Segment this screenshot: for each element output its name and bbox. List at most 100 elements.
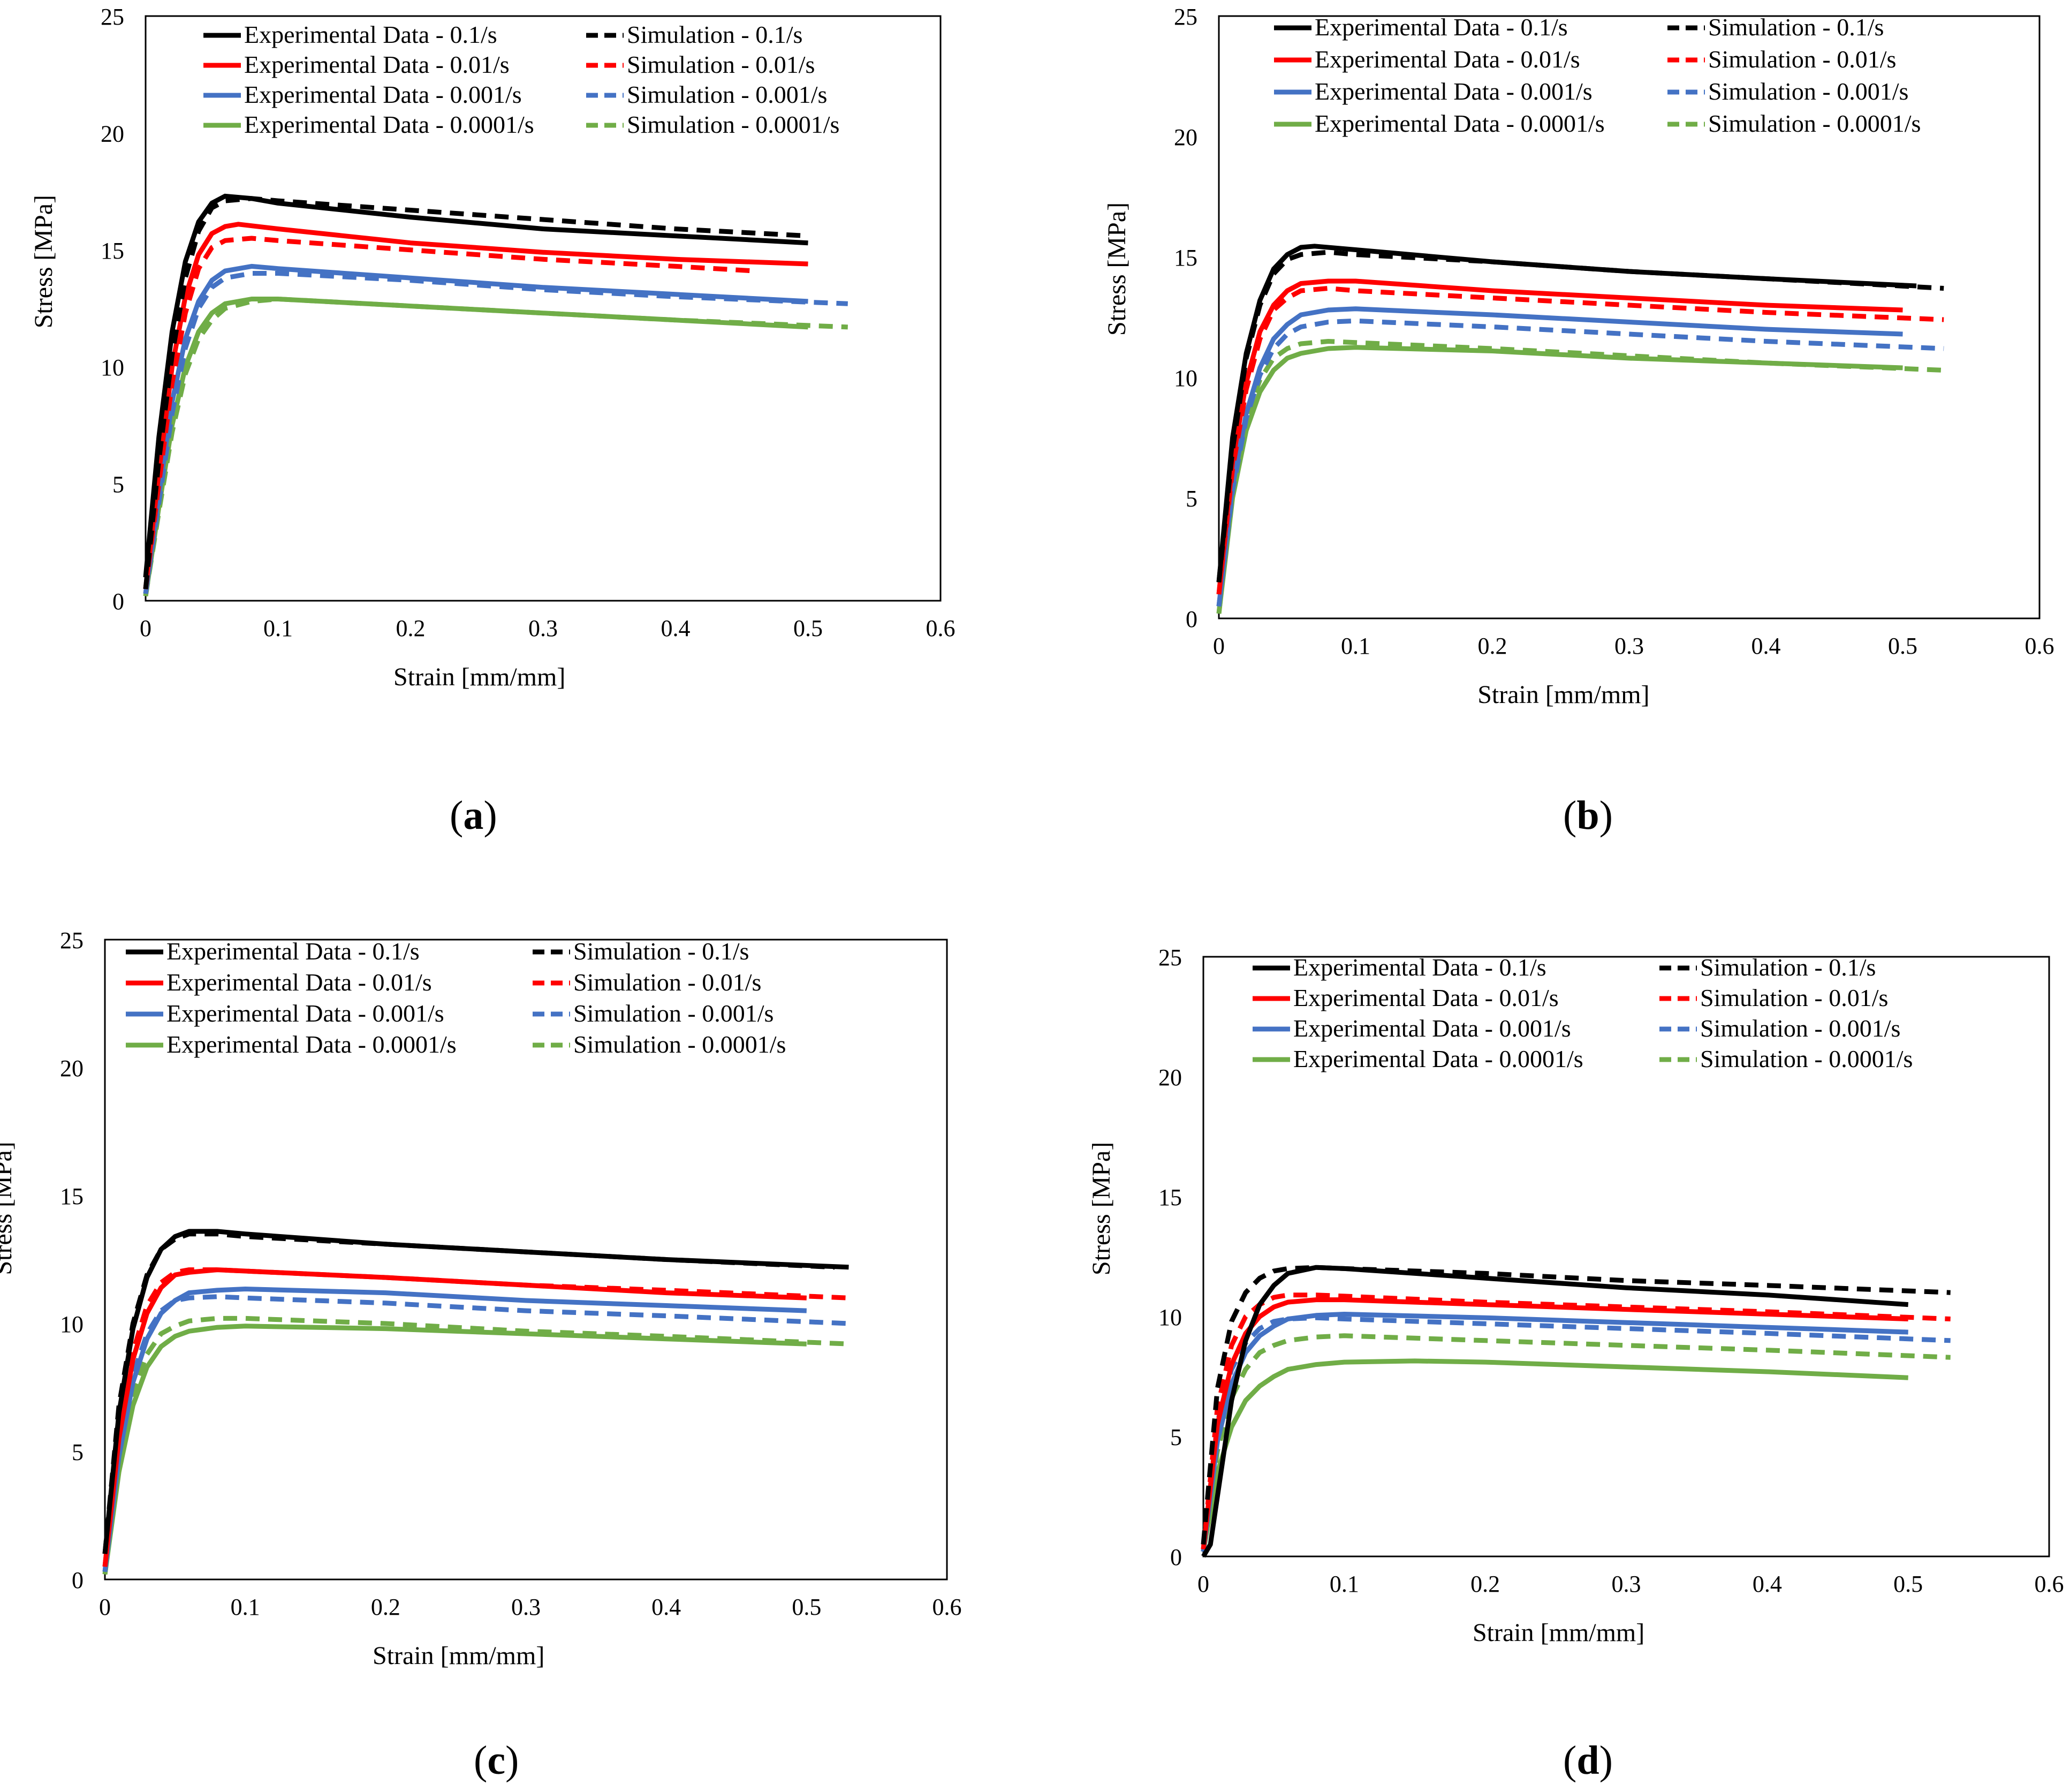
y-tick-label: 25 (101, 4, 124, 30)
legend-label: Experimental Data - 0.01/s (1293, 984, 1559, 1011)
legend-label: Simulation - 0.01/s (1708, 46, 1896, 73)
series-line-red-simulation (1216, 286, 1944, 595)
series-line-green-experimental (102, 1324, 807, 1575)
legend-label: Simulation - 0.001/s (627, 81, 827, 108)
y-tick-label: 20 (101, 120, 124, 147)
x-tick-label: 0 (1197, 1571, 1209, 1597)
y-tick-label: 15 (1174, 245, 1197, 271)
legend-label: Experimental Data - 0.001/s (1315, 78, 1593, 105)
series-line-black-experimental (143, 193, 808, 578)
plot-area-c (104, 939, 948, 1581)
series-line-green-simulation (1201, 1333, 1951, 1552)
y-tick-label: 25 (1158, 944, 1182, 971)
y-tick-label: 15 (101, 238, 124, 264)
legend-label: Experimental Data - 0.001/s (244, 81, 522, 108)
x-tick-label: 0.5 (792, 1594, 821, 1620)
x-tick-label: 0.3 (528, 615, 558, 641)
x-tick-label: 0.6 (926, 615, 956, 641)
series-line-black-simulation (143, 196, 808, 589)
legend-label: Simulation - 0.1/s (627, 21, 802, 48)
series-line-green-experimental (1216, 345, 1903, 614)
chart-c: 0 5 10 15 20 25 0 0.1 0.2 0.3 0.4 0.5 0.6 Strain [mm/… (0, 927, 962, 1670)
series-line-green-simulation (1216, 339, 1944, 614)
series-line-blue-simulation (102, 1294, 849, 1572)
series-line-black-experimental (1216, 244, 1917, 583)
legend-label: Experimental Data - 0.001/s (166, 1000, 444, 1027)
chart-b: 0 5 10 15 20 25 0 0.1 0.2 0.3 0.4 0.5 0.6 Strain [mm/… (1103, 4, 2054, 709)
series-line-red-simulation (1201, 1292, 1951, 1550)
series-line-black-simulation (1216, 249, 1944, 583)
x-tick-label: 0.2 (371, 1594, 400, 1620)
legend-label: Simulation - 0.0001/s (1700, 1045, 1913, 1072)
x-tick-label: 0.5 (1893, 1571, 1923, 1597)
legend-label: Experimental Data - 0.01/s (166, 969, 432, 996)
legend-label: Simulation - 0.0001/s (627, 111, 839, 138)
series-line-red-simulation (143, 236, 755, 589)
legend-label: Simulation - 0.01/s (1700, 984, 1888, 1011)
x-tick-label: 0 (99, 1594, 111, 1620)
plot-area-b (1218, 15, 2041, 619)
x-tick-label: 0.2 (1478, 633, 1507, 659)
y-tick-label: 10 (101, 354, 124, 381)
y-tick-label: 15 (1158, 1184, 1182, 1211)
series-line-red-experimental (102, 1267, 807, 1567)
y-tick-label: 0 (1170, 1544, 1182, 1570)
series-line-blue-experimental (143, 263, 808, 594)
panel-caption-b: (b) (1563, 793, 1613, 838)
y-tick-label: 5 (1170, 1424, 1182, 1450)
x-tick-label: 0.4 (661, 615, 691, 641)
series-line-red-experimental (1201, 1297, 1908, 1550)
legend-label: Experimental Data - 0.0001/s (1315, 110, 1605, 137)
series-line-green-experimental (143, 297, 808, 596)
series-line-red-experimental (143, 222, 808, 589)
y-axis-label: Stress [MPa] (1087, 1142, 1116, 1275)
legend-label: Simulation - 0.01/s (627, 51, 815, 78)
x-tick-label: 0.3 (1614, 633, 1644, 659)
y-tick-label: 15 (60, 1183, 84, 1209)
legend-label: Experimental Data - 0.0001/s (166, 1031, 457, 1058)
x-tick-label: 0 (140, 615, 151, 641)
y-tick-label: 10 (1174, 365, 1197, 391)
y-tick-label: 25 (60, 927, 84, 954)
y-tick-label: 0 (72, 1567, 84, 1593)
x-tick-label: 0.1 (263, 615, 293, 641)
x-tick-label: 0.1 (231, 1594, 260, 1620)
x-tick-label: 0 (1213, 633, 1225, 659)
series-line-green-simulation (143, 297, 848, 597)
plot-area-d (1202, 956, 2050, 1557)
legend-label: Experimental Data - 0.01/s (1315, 46, 1580, 73)
x-tick-label: 0.4 (1751, 633, 1781, 659)
legend-label: Experimental Data - 0.1/s (1315, 13, 1568, 41)
y-tick-label: 20 (1158, 1064, 1182, 1091)
y-tick-label: 20 (60, 1055, 84, 1082)
y-tick-label: 5 (72, 1439, 84, 1465)
legend-label: Simulation - 0.001/s (1700, 1015, 1900, 1042)
series-line-blue-experimental (1216, 306, 1903, 607)
legend-label: Simulation - 0.0001/s (1708, 110, 1921, 137)
legend-label: Simulation - 0.1/s (1708, 13, 1884, 41)
x-tick-label: 0.3 (1612, 1571, 1641, 1597)
legend-label: Simulation - 0.1/s (573, 937, 749, 965)
y-tick-label: 0 (1186, 606, 1197, 632)
y-tick-label: 0 (112, 588, 124, 615)
series-line-red-simulation (102, 1267, 849, 1567)
series-line-green-experimental (1201, 1358, 1908, 1552)
x-tick-label: 0.5 (1888, 633, 1917, 659)
y-tick-label: 5 (112, 472, 124, 498)
series-line-green-simulation (102, 1315, 849, 1575)
legend-label: Simulation - 0.01/s (573, 969, 761, 996)
y-tick-label: 5 (1186, 486, 1197, 512)
legend-label: Experimental Data - 0.01/s (244, 51, 510, 78)
x-tick-label: 0.2 (1470, 1571, 1500, 1597)
y-tick-label: 20 (1174, 124, 1197, 150)
series-line-black-simulation (1201, 1265, 1951, 1545)
x-axis-label: Strain [mm/mm] (393, 663, 565, 691)
chart-d: 0 5 10 15 20 25 0 0.1 0.2 0.3 0.4 0.5 0.6 Strain [mm/… (1087, 944, 2064, 1647)
legend-label: Experimental Data - 0.0001/s (244, 111, 534, 138)
x-axis-label: Strain [mm/mm] (1477, 680, 1649, 709)
x-tick-label: 0.3 (511, 1594, 541, 1620)
legend-label: Experimental Data - 0.1/s (244, 21, 497, 48)
x-tick-label: 0.4 (651, 1594, 681, 1620)
chart-a: 0 5 10 15 20 25 0 0.1 0.2 0.3 0.4 0.5 0.6 Strain [mm/… (29, 4, 956, 691)
y-tick-label: 10 (60, 1311, 84, 1337)
